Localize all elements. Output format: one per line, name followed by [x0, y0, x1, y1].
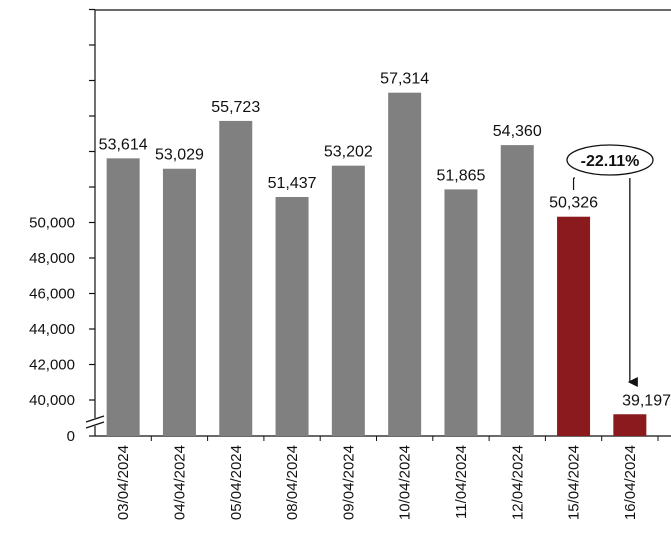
x-tick-label: 09/04/2024 [340, 445, 357, 520]
bars [106, 92, 647, 437]
callout: -22.11% [566, 144, 654, 387]
callout-bubble [566, 144, 654, 176]
y-tick-label: 48,000 [29, 250, 75, 267]
data-label: 54,360 [493, 123, 542, 140]
y-tick-label: 46,000 [29, 286, 75, 303]
x-tick-label: 15/04/2024 [566, 445, 583, 520]
callout-percentage: -22.11% [581, 153, 640, 170]
bar-09-04-2024 [331, 165, 365, 437]
bar-12-04-2024 [500, 145, 534, 437]
bar-11-04-2024 [444, 189, 478, 436]
y-tick-label: 44,000 [29, 321, 75, 338]
data-label: 53,029 [155, 147, 204, 164]
data-label: 51,865 [436, 167, 485, 184]
y-tick-label: 42,000 [29, 357, 75, 374]
x-tick-label: 04/04/2024 [171, 445, 188, 520]
bar-08-04-2024 [275, 196, 309, 436]
data-label: 53,614 [99, 136, 148, 153]
axis-break-mark [85, 421, 105, 429]
data-label: 51,437 [268, 175, 317, 192]
x-tick-label: 03/04/2024 [115, 445, 132, 520]
data-label: 39,197 [622, 392, 671, 409]
y-tick-label: 40,000 [29, 392, 75, 409]
data-label: 53,202 [324, 144, 373, 161]
x-tick-label: 11/04/2024 [453, 445, 470, 519]
x-tick-label: 16/04/2024 [622, 445, 639, 520]
bar-16-04-2024 [613, 414, 647, 436]
bar-03-04-2024 [106, 158, 140, 436]
x-tick-label: 05/04/2024 [228, 445, 245, 520]
axis-break-mark [85, 415, 105, 423]
data-label: 50,326 [549, 195, 598, 212]
y-tick-label: 0 [67, 428, 75, 445]
data-label: 57,314 [380, 71, 429, 88]
data-labels: 53,614 53,029 55,723 51,437 53,202 57,314 51,8… [99, 71, 671, 410]
bar-05-04-2024 [219, 120, 253, 436]
bar-04-04-2024 [162, 168, 196, 437]
data-label: 55,723 [211, 99, 260, 116]
x-tick-label: 10/04/2024 [397, 445, 414, 520]
bar-15-04-2024 [557, 216, 591, 436]
y-tick-label: 50,000 [29, 215, 75, 232]
x-tick-label: 12/04/2024 [509, 445, 526, 520]
bar-10-04-2024 [388, 92, 422, 436]
x-tick-label: 08/04/2024 [284, 445, 301, 520]
axes: 0 40,000 42,000 44,000 46,000 48,000 50,000 03/… [29, 8, 671, 520]
